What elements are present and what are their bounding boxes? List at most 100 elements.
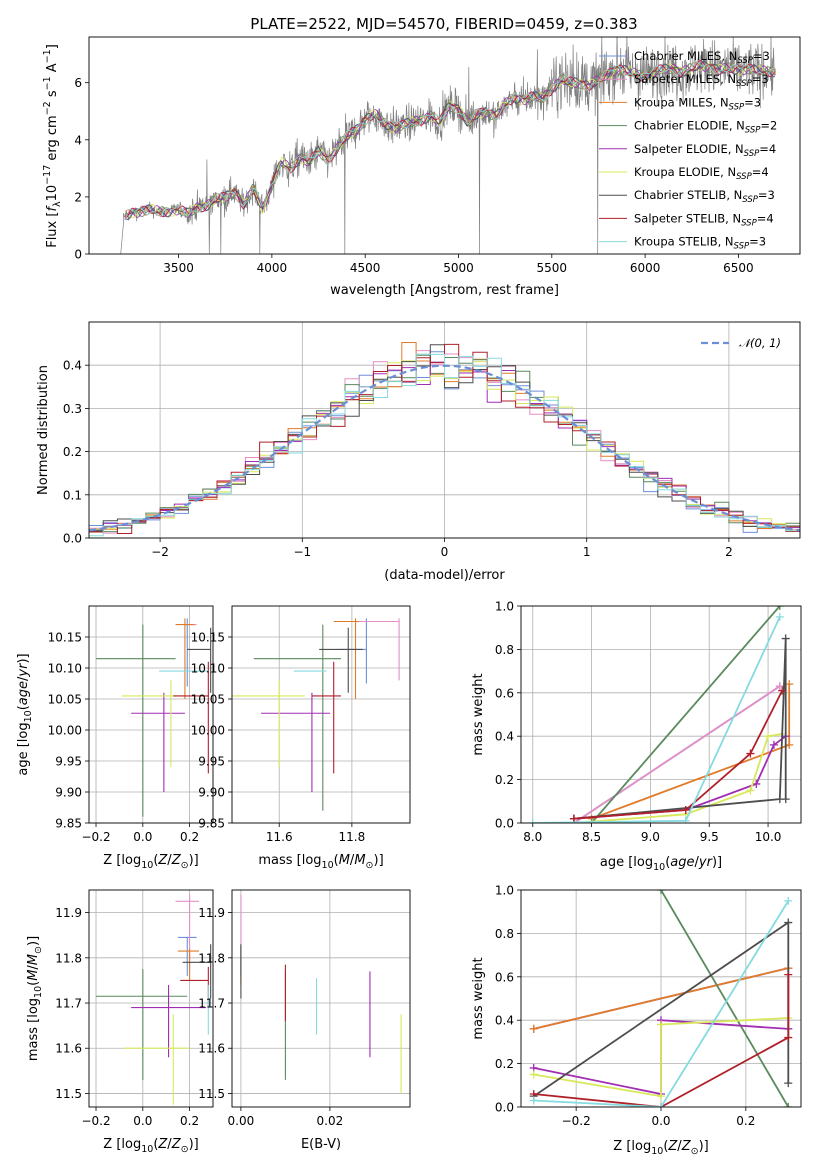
y-tick-label: 11.9 [55,906,82,920]
label-part: Z [log [613,1139,651,1154]
x-tick-label: 5500 [537,261,568,275]
label-part: / [695,855,700,870]
x-tick-label: 9.5 [700,830,719,844]
weight-marker [784,1103,793,1107]
x-tick-label: 0.2 [736,1114,755,1128]
y-tick-label: 1.0 [495,884,514,898]
label-part: Z [log [103,853,141,868]
y-tick-label: 11.6 [55,1042,82,1056]
weight_vs_Z-ylabel: mass weight [471,957,486,1039]
label-part: ( [663,1139,668,1154]
legend-sub: SSP [736,79,752,89]
x-tick-label: 6000 [630,261,661,275]
weight-marker [781,795,790,804]
x-tick-label: 3500 [163,261,194,275]
y-tick-label: 11.8 [198,951,225,965]
weight-marker [746,749,755,758]
label-part: age [670,855,694,870]
weight-marker [775,612,784,621]
residual-histogram [89,343,800,534]
y-tick-label: 0.2 [495,773,514,787]
weight-line [590,606,781,823]
legend-text: Chabrier MILES, N [634,49,737,63]
label-part: 10 [141,1144,153,1155]
legend-entry: 𝒩(0, 1) [739,336,781,350]
label-part: 10 [141,860,153,871]
label-part: M [26,954,41,965]
mass_vs_Z-frame [88,889,214,1108]
weight-marker [657,1092,665,1101]
weight-line [660,890,790,1107]
weight-marker [657,1103,665,1107]
age_vs_Z-frame [88,605,214,824]
weight-marker [775,606,784,610]
label-part: age [log [600,855,653,870]
label-part: s [45,90,60,101]
weight-marker [784,970,793,979]
mass-ebv-xlabel: E(B-V) [301,1137,341,1152]
y-tick-label: 9.90 [55,786,82,800]
y-tick-label: 11.5 [55,1087,82,1101]
model-spectrum-chabrier-stelib [126,60,775,220]
legend-text: Kroupa STELIB, N [634,235,734,249]
weight_vs_Z-panel: −0.2 0.0 0.20.00.20.40.60.81.0Z [log10(Z/Z… [471,884,802,1157]
label-part: 10 [23,710,34,722]
weight_vs_age-panel: 8.0 8.5 9.0 9.5 10.0 0.0 0.2 0.4 0.6 0.8 1.0 age [l… [471,600,802,873]
label-part: 10 [33,986,44,998]
y-tick-label: 2 [74,190,82,204]
residuals-ylabel: Normed distribution [36,365,51,495]
y-tick-label: 11.6 [198,1042,225,1056]
weight-marker [778,686,787,695]
age_vs_Z-plot-area [96,618,212,817]
legend-suffix: =3 [753,49,770,63]
age_vs_mass-xlabel: mass [log10(M/M⊙)] [258,853,383,871]
weight_vs_Z-xlabel: Z [log10(Z/Z⊙)] [613,1139,708,1157]
label-part: age [log [16,722,31,775]
label-part: M [26,970,41,981]
label-part: erg cm [45,115,60,164]
legend-text: Salpeter STELIB, N [634,211,741,225]
x-tick-label: −0.2 [81,830,110,844]
y-tick-label: 9.85 [198,817,225,831]
x-tick-label: 5000 [443,261,474,275]
label-part: / [677,1139,682,1154]
mass_vs_Z-xlabel: Z [log10(Z/Z⊙)] [103,1137,198,1155]
figure-title: PLATE=2522, MJD=54570, FIBERID=0459, z=0… [250,15,637,33]
y-tick-label: 11.5 [198,1087,225,1101]
y-tick-label: 0.8 [495,643,514,657]
y-tick-label: 9.85 [55,817,82,831]
x-tick-label: 9.0 [641,830,660,844]
label-part: )] [189,853,199,868]
x-tick-label: 8.0 [523,830,542,844]
label-part: −1 [42,49,53,63]
age_vs_Z-xlabel: Z [log10(Z/Z⊙)] [103,853,198,871]
legend-entry: Kroupa MILES, NSSP=3 [634,95,761,112]
x-tick-label: 0.00 [228,1114,255,1128]
y-tick-label: 0.1 [63,488,82,502]
x-tick-label: 0.0 [651,1114,670,1128]
x-tick-label: 0.2 [180,830,199,844]
label-part: Z [log [103,1137,141,1152]
legend-text: Salpeter MILES, N [634,72,736,86]
y-tick-label: 0.2 [495,1057,514,1071]
y-tick-label: 10.00 [48,724,82,738]
weight-marker [657,890,665,894]
age_vs_mass-plot-area [232,618,400,811]
normal-pdf-curve [89,364,800,532]
label-part: / [167,853,172,868]
legend-text: Salpeter ELODIE, N [634,142,744,156]
residuals-xlabel: (data-model)/error [384,568,505,583]
mass_vs_ebv-plot-area [240,894,402,1094]
observed-spectrum [120,37,776,254]
weight-line [533,900,790,1107]
label-part: 10 [651,1146,663,1157]
y-tick-label: 0.4 [495,730,514,744]
y-tick-label: 0.0 [63,532,82,546]
x-tick-label: −0.2 [562,1114,591,1128]
legend-suffix: =3 [749,235,766,249]
legend-suffix: =4 [752,165,769,179]
y-tick-label: 0.0 [495,1101,514,1115]
legend-text: Kroupa ELODIE, N [634,165,736,179]
weight-line [533,967,789,1030]
x-tick-label: −1 [293,545,311,559]
